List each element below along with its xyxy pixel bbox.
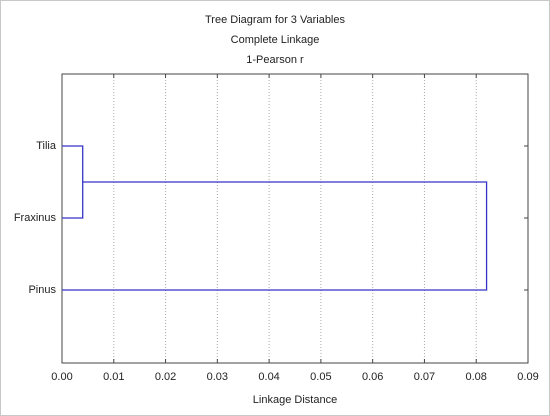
- x-tick-label: 0.02: [155, 371, 176, 383]
- y-tick-label: Fraxinus: [14, 212, 57, 224]
- x-tick-label: 0.01: [103, 371, 124, 383]
- x-tick-label: 0.03: [207, 371, 228, 383]
- x-tick-label: 0.05: [310, 371, 331, 383]
- chart-title: Tree Diagram for 3 Variables: [205, 14, 345, 26]
- y-tick-label: Tilia: [36, 140, 57, 152]
- x-tick-label: 0.07: [414, 371, 435, 383]
- x-tick-label: 0.08: [466, 371, 487, 383]
- y-tick-label: Pinus: [28, 284, 56, 296]
- chart-metric: 1-Pearson r: [246, 54, 304, 66]
- x-tick-label: 0.04: [258, 371, 279, 383]
- x-tick-label: 0.00: [51, 371, 72, 383]
- dendrogram-link: [62, 181, 488, 291]
- chart-subtitle: Complete Linkage: [231, 34, 320, 46]
- x-axis-label: Linkage Distance: [253, 394, 337, 406]
- x-tick-label: 0.09: [517, 371, 538, 383]
- x-tick-label: 0.06: [362, 371, 383, 383]
- dendrogram-link: [62, 145, 84, 219]
